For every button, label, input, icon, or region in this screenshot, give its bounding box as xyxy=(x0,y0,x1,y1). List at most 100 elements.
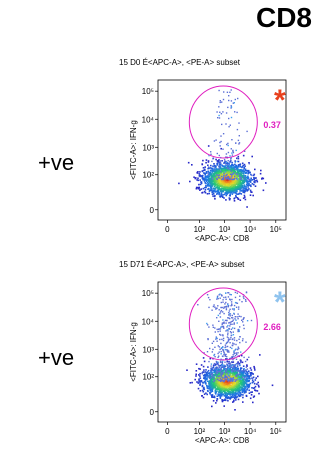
event-dot xyxy=(218,117,221,119)
event-dot xyxy=(237,308,240,310)
event-dot xyxy=(248,188,250,190)
event-dot xyxy=(203,190,206,193)
event-dot xyxy=(225,353,227,356)
event-dot xyxy=(231,385,233,388)
event-dot xyxy=(252,174,255,177)
event-dot xyxy=(220,372,222,374)
event-dot xyxy=(218,192,221,195)
event-dot xyxy=(224,179,227,182)
event-dot xyxy=(243,375,245,377)
event-dot xyxy=(225,174,227,177)
event-dot xyxy=(229,331,232,333)
event-dot xyxy=(243,191,246,194)
event-dot xyxy=(211,382,213,384)
event-dot xyxy=(214,191,217,193)
event-dot xyxy=(232,184,235,186)
event-dot xyxy=(199,384,201,386)
event-dot xyxy=(203,393,206,395)
event-dot xyxy=(246,377,249,379)
event-dot xyxy=(221,400,224,403)
event-dot xyxy=(235,142,237,144)
event-dot xyxy=(226,166,228,169)
event-dot xyxy=(199,377,202,379)
x-tick-label: 10² xyxy=(194,225,206,234)
event-dot xyxy=(227,144,229,147)
event-dot xyxy=(231,347,233,350)
event-dot xyxy=(240,189,243,192)
event-dot xyxy=(218,391,220,394)
event-dot xyxy=(237,383,240,386)
event-dot xyxy=(231,394,234,397)
event-dot xyxy=(221,386,224,389)
event-dot xyxy=(216,376,218,378)
event-dot xyxy=(219,160,222,162)
event-dot xyxy=(203,172,205,174)
event-dot xyxy=(234,179,237,182)
event-dot xyxy=(212,381,214,384)
event-dot xyxy=(225,396,228,399)
event-dot xyxy=(227,383,229,386)
event-dot xyxy=(227,334,229,336)
event-dot xyxy=(220,385,222,388)
event-dot xyxy=(224,389,227,391)
event-dot xyxy=(243,170,246,173)
event-dot xyxy=(210,388,212,391)
event-dot xyxy=(242,378,244,380)
event-dot xyxy=(197,179,199,182)
event-dot xyxy=(249,378,251,380)
event-dot xyxy=(228,198,231,201)
event-dot xyxy=(246,380,248,383)
event-dot xyxy=(238,142,241,144)
event-dot xyxy=(237,168,239,171)
event-dot xyxy=(212,165,214,167)
event-dot xyxy=(227,183,229,185)
event-dot xyxy=(227,106,229,109)
event-dot xyxy=(221,164,223,167)
event-dot xyxy=(236,178,238,180)
event-dot xyxy=(187,161,190,164)
event-dot xyxy=(233,174,236,176)
event-dot xyxy=(214,198,216,200)
event-dot xyxy=(233,368,236,371)
event-dot xyxy=(222,165,225,168)
event-dot xyxy=(229,298,231,300)
event-dot xyxy=(209,299,211,301)
event-dot xyxy=(241,340,244,342)
event-dot xyxy=(233,323,235,325)
event-dot xyxy=(234,168,236,170)
event-dot xyxy=(235,319,237,321)
event-dot xyxy=(221,295,223,297)
event-dot xyxy=(213,395,216,398)
event-dot xyxy=(230,372,232,375)
event-dot xyxy=(246,375,249,378)
event-dot xyxy=(225,381,228,384)
event-dot xyxy=(234,172,237,175)
event-dot xyxy=(204,173,206,176)
event-dot xyxy=(221,388,224,390)
event-dot xyxy=(251,183,254,185)
event-dot xyxy=(231,166,234,169)
event-dot xyxy=(226,394,228,396)
event-dot xyxy=(242,394,244,396)
event-dot xyxy=(209,167,212,169)
event-dot xyxy=(233,327,236,330)
significance-marker: * xyxy=(274,84,286,117)
event-dot xyxy=(226,173,228,176)
event-dot xyxy=(253,176,255,179)
event-dot xyxy=(205,375,207,378)
event-dot xyxy=(239,341,241,344)
event-dot xyxy=(228,362,230,365)
event-dot xyxy=(206,371,209,373)
event-dot xyxy=(225,301,227,304)
gate-ellipse xyxy=(188,287,258,361)
event-dot xyxy=(247,375,250,377)
event-dot xyxy=(247,184,250,186)
event-dot xyxy=(217,377,220,379)
event-dot xyxy=(220,390,222,392)
event-dot xyxy=(234,389,237,391)
event-dot xyxy=(255,377,257,379)
event-dot xyxy=(220,191,223,193)
event-dot xyxy=(246,320,249,322)
event-dot xyxy=(249,189,252,192)
event-dot xyxy=(220,393,223,396)
